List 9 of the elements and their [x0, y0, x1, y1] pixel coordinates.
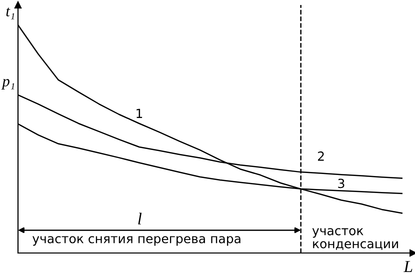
annotation: l: [138, 212, 142, 224]
series-label: 3: [338, 178, 344, 188]
annotation: участок снятия перегрева пара: [32, 236, 240, 246]
text: t₁: [6, 8, 14, 20]
annotation: участок конденсации: [312, 228, 398, 250]
text: p₁: [1, 78, 14, 90]
series-label: 2: [318, 151, 324, 161]
x-axis-title: L: [404, 261, 412, 272]
series-label: 1: [136, 108, 142, 118]
